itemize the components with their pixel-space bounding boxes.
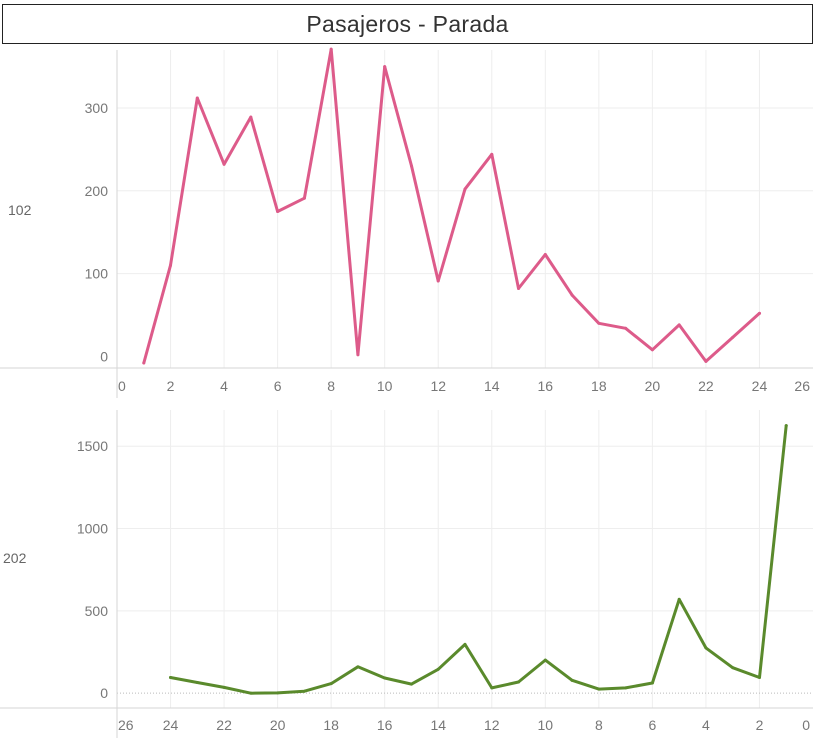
- panel-1-data-point[interactable]: [195, 96, 199, 100]
- panel-1-data-point[interactable]: [597, 321, 601, 325]
- panel-1-x-tick-label: 14: [484, 378, 500, 394]
- panel-1-data-point[interactable]: [677, 323, 681, 327]
- panel-1-data-point[interactable]: [731, 335, 735, 339]
- panel-1-data-point[interactable]: [302, 196, 306, 200]
- panel-1-data-point[interactable]: [356, 353, 360, 357]
- panel-1-x-tick-label: 16: [538, 378, 554, 394]
- panel-1-data-point[interactable]: [517, 287, 521, 290]
- panel-2-x-tick-label: 12: [484, 717, 500, 733]
- panel-2-data-point[interactable]: [249, 691, 253, 695]
- panel-2-data-point[interactable]: [195, 680, 199, 684]
- panel-2-x-tick-label: 8: [595, 717, 603, 733]
- panel-1-data-point[interactable]: [570, 293, 574, 297]
- panel-1-x-tick-label: 26: [794, 378, 810, 394]
- panel-1-row-label: 102: [8, 202, 32, 218]
- panel-1-data-point[interactable]: [329, 47, 333, 51]
- panel-2-data-point[interactable]: [490, 686, 494, 690]
- panel-2-data-point[interactable]: [463, 642, 467, 646]
- panel-2-x-tick-label: 22: [216, 717, 232, 733]
- panel-1-x-tick-label: 18: [591, 378, 607, 394]
- panel-1-y-tick-label: 100: [85, 266, 109, 282]
- panel-2-y-tick-label: 1000: [77, 521, 108, 537]
- panel-1-x-tick-label: 8: [327, 378, 335, 394]
- panel-2-data-point[interactable]: [543, 658, 547, 662]
- panel-2-data-point[interactable]: [409, 682, 413, 686]
- panel-2-x-tick-label: 26: [118, 717, 134, 733]
- panel-2-x-tick-label: 20: [270, 717, 286, 733]
- panel-1-data-point[interactable]: [383, 65, 387, 69]
- panel-1-data-point[interactable]: [757, 311, 761, 315]
- panel-1-x-tick-label: 0: [118, 378, 126, 394]
- panel-2-x-tick-label: 18: [323, 717, 339, 733]
- panel-2-data-point[interactable]: [650, 681, 654, 685]
- panel-1-data-point[interactable]: [436, 279, 440, 283]
- panel-1-x-tick-label: 10: [377, 378, 393, 394]
- panel-1-y-tick-label: 300: [85, 100, 109, 116]
- panel-1-x-tick-label: 24: [752, 378, 768, 394]
- panel-2-series-line: [169, 424, 788, 695]
- panel-1-data-point[interactable]: [276, 209, 280, 213]
- panel-1-data-point[interactable]: [490, 152, 494, 156]
- panel-2-x-tick-label: 16: [377, 717, 393, 733]
- panel-2-data-point[interactable]: [222, 685, 226, 689]
- panel-2-data-point[interactable]: [302, 689, 306, 693]
- panel-2-data-point[interactable]: [517, 680, 521, 684]
- panel-1-x-tick-label: 2: [167, 378, 175, 394]
- panel-1-x-tick-label: 4: [220, 378, 228, 394]
- panel-2-data-point[interactable]: [329, 682, 333, 686]
- panel-2-x-tick-label: 2: [756, 717, 764, 733]
- panel-2-data-point[interactable]: [436, 667, 440, 671]
- panel-1-x-tick-label: 22: [698, 378, 714, 394]
- chart-title-box: Pasajeros - Parada: [2, 4, 813, 44]
- panel-2-x-tick-label: 6: [648, 717, 656, 733]
- panel-1-data-point[interactable]: [169, 263, 173, 267]
- panel-2-x-tick-label: 10: [538, 717, 554, 733]
- panel-2-data-point[interactable]: [570, 678, 574, 682]
- panel-2-x-tick-label: 24: [163, 717, 179, 733]
- panel-2-x-tick-label: 0: [802, 717, 810, 733]
- panel-2-data-point[interactable]: [356, 665, 360, 669]
- panel-2-data-point[interactable]: [624, 686, 628, 690]
- panel-2-x-tick-label: 14: [430, 717, 446, 733]
- panel-1-y-tick-label: 200: [85, 183, 109, 199]
- panel-2-y-tick-label: 500: [85, 603, 109, 619]
- panel-2-data-point[interactable]: [383, 676, 387, 680]
- panel-2-data-point[interactable]: [276, 691, 280, 695]
- panel-2-data-point[interactable]: [757, 676, 761, 680]
- panel-1-data-point[interactable]: [543, 253, 547, 257]
- panel-1-data-point[interactable]: [249, 115, 253, 119]
- panel-1-y-tick-label: 0: [100, 348, 108, 364]
- panel-1-data-point[interactable]: [463, 187, 467, 191]
- panel-2-data-point[interactable]: [597, 687, 601, 691]
- panel-1-data-point[interactable]: [222, 162, 226, 166]
- panel-2-data-point[interactable]: [704, 646, 708, 650]
- panel-1-x-tick-label: 12: [430, 378, 446, 394]
- panel-2-x-tick-label: 4: [702, 717, 710, 733]
- panel-2-data-point[interactable]: [677, 597, 681, 601]
- panel-2-row-label: 202: [3, 550, 27, 566]
- panel-1-x-tick-label: 20: [645, 378, 661, 394]
- panel-2-y-tick-label: 0: [100, 685, 108, 701]
- panel-2-data-point[interactable]: [784, 424, 788, 428]
- panel-2-data-point[interactable]: [169, 676, 173, 680]
- panel-1-x-tick-label: 6: [274, 378, 282, 394]
- panel-1-data-point[interactable]: [409, 164, 413, 168]
- panel-1-data-point[interactable]: [624, 326, 628, 330]
- panel-1-data-point[interactable]: [142, 361, 146, 365]
- chart-title: Pasajeros - Parada: [306, 10, 509, 37]
- panel-2-y-tick-label: 1500: [77, 438, 108, 454]
- panel-1-data-point[interactable]: [704, 359, 708, 363]
- panel-1-data-point[interactable]: [650, 348, 654, 352]
- panel-1-series-line: [142, 47, 761, 365]
- panel-2-data-point[interactable]: [731, 666, 735, 670]
